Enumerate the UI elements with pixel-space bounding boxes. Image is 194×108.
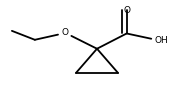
- Text: O: O: [62, 28, 69, 37]
- Text: OH: OH: [154, 36, 168, 45]
- Text: O: O: [123, 6, 130, 15]
